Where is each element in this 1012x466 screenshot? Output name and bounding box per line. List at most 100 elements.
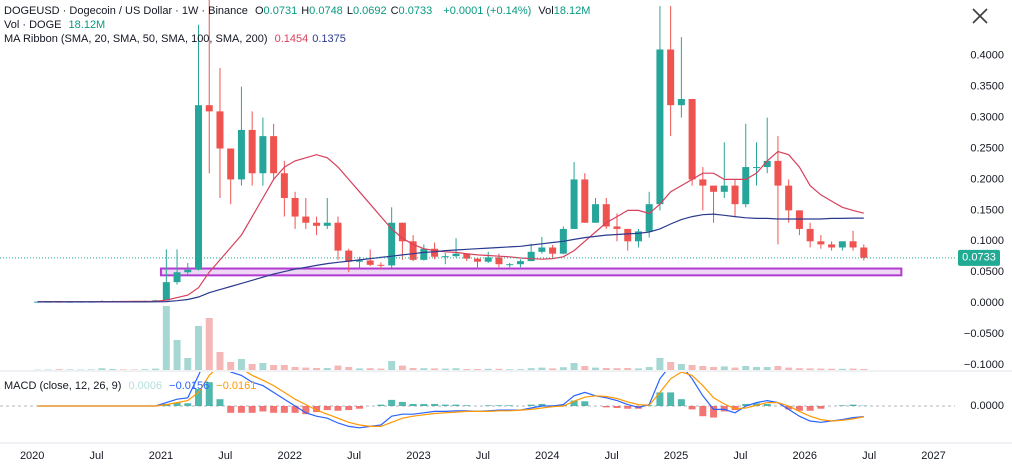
candle-body (527, 251, 535, 262)
y-tick-label: 0.0500 (970, 266, 1004, 278)
candle-body (688, 98, 696, 180)
y-tick-label: −0.1000 (964, 359, 1004, 371)
volume-bar (334, 365, 342, 370)
candle-body (227, 148, 235, 180)
ma-line (37, 150, 864, 303)
support-zone (159, 267, 903, 277)
macd-hist-bar (506, 405, 514, 406)
x-tick-label: Jul (218, 450, 232, 462)
volume-bar (656, 358, 664, 370)
candle-body (313, 222, 321, 226)
volume-bar (720, 366, 728, 370)
macd-hist-bar (195, 389, 203, 406)
macd-hist-bar (677, 399, 685, 406)
symbol-legend: DOGEUSD · Dogecoin / US Dollar · 1W · Bi… (4, 4, 594, 18)
y-tick-label: 0.2000 (970, 173, 1004, 185)
signal-line (37, 372, 864, 427)
ohlc-key: L (346, 5, 353, 17)
ohlc-value: 0.0733 (398, 5, 433, 17)
volume-bar (549, 368, 557, 370)
volume-bar (162, 306, 170, 370)
x-tick-label: 2026 (793, 450, 817, 462)
candle-body (742, 167, 750, 205)
volume-bar (388, 361, 396, 370)
volume-bar (280, 365, 288, 370)
macd-hist-bar (538, 403, 546, 406)
macd-hist-bar (624, 406, 632, 409)
candle-body (849, 241, 857, 248)
x-tick-label: 2025 (664, 450, 688, 462)
change: +0.0001 (+0.14%) (443, 5, 532, 17)
volume-bar (44, 369, 52, 370)
ma-value: 0.1375 (312, 33, 346, 45)
macd-hist-bar (667, 392, 675, 406)
macd-hist-bar (795, 406, 803, 411)
ma-legend: MA Ribbon (SMA, 20, SMA, 50, SMA, 100, S… (4, 32, 350, 46)
close-icon[interactable] (972, 8, 988, 24)
candle-body (398, 222, 406, 242)
macd-value: −0.0156 (169, 380, 210, 392)
close-button[interactable] (966, 2, 994, 30)
volume-bar (420, 368, 428, 370)
candle-body (495, 257, 503, 265)
x-tick-label: 2021 (149, 450, 173, 462)
candle-body (774, 160, 782, 186)
candle-body (516, 261, 524, 265)
volume-bar (570, 363, 578, 370)
macd-hist-bar (237, 406, 245, 413)
x-tick-label: Jul (862, 450, 876, 462)
y-tick-label: 0.1000 (970, 235, 1004, 247)
volume-bar (313, 368, 321, 370)
x-tick-label: Jul (605, 450, 619, 462)
candle-body (355, 260, 363, 262)
volume-bar (849, 368, 857, 370)
y-tick-label: 0.3000 (970, 111, 1004, 123)
candle-body (763, 160, 771, 168)
volume-bar (141, 369, 149, 370)
candle-body (205, 105, 213, 112)
volume-bar (752, 367, 760, 370)
vol-key: Vol (538, 5, 554, 17)
volume-bar (205, 318, 213, 370)
volume-bar (495, 368, 503, 370)
y-tick-label: 0.3500 (970, 81, 1004, 93)
x-tick-label: 2024 (535, 450, 559, 462)
candle-body (677, 98, 685, 106)
volume-bar (323, 368, 331, 370)
macd-hist-bar (720, 406, 728, 412)
macd-hist-bar (205, 382, 213, 406)
candle-body (484, 257, 492, 262)
volume-bar (699, 366, 707, 370)
volume-bar (516, 369, 524, 370)
candle-body (752, 167, 760, 169)
candle-body (184, 269, 192, 273)
macd-hist-bar (731, 406, 739, 411)
macd-hist-bar (484, 405, 492, 406)
macd-hist-bar (227, 406, 235, 413)
price-pane (34, 0, 903, 370)
macd-hist-bar (259, 406, 267, 412)
candle-body (828, 244, 836, 248)
volume-bar (441, 368, 449, 370)
volume-bar (634, 368, 642, 370)
candle-body (377, 264, 385, 266)
x-tick-label: 2022 (277, 450, 301, 462)
macd-hist-bar (710, 406, 718, 418)
candle-body (366, 260, 374, 265)
macd-hist-bar (398, 401, 406, 406)
macd-hist-bar (785, 406, 793, 410)
ohlc-key: O (254, 5, 264, 17)
macd-hist-bar (699, 406, 707, 417)
candle-body (720, 185, 728, 192)
volume-bar (624, 368, 632, 370)
candle-body (441, 256, 449, 258)
volume-bar (119, 369, 127, 370)
volume-bar (710, 367, 718, 370)
y-tick-label: −0.0500 (964, 328, 1004, 340)
macd-hist-bar (291, 406, 299, 413)
x-tick-label: 2020 (20, 450, 44, 462)
volume-bar (538, 367, 546, 370)
macd-hist-bar (688, 406, 696, 410)
volume-bar (291, 367, 299, 370)
